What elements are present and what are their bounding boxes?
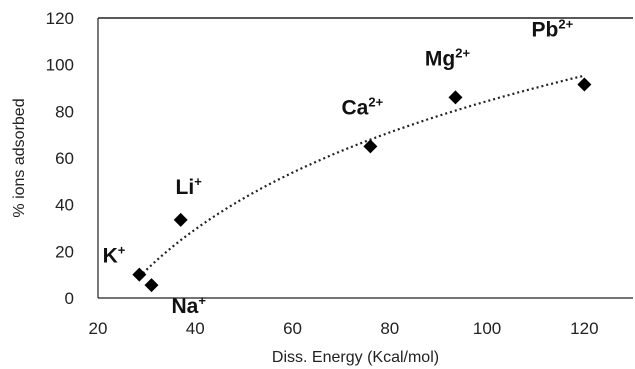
y-tick-label: 60 — [55, 149, 74, 168]
x-tick-label: 60 — [283, 319, 302, 338]
x-tick-label: 80 — [380, 319, 399, 338]
ion-labels: K+ Na+ Li+ Ca2+ Mg2+ Pb2+ — [103, 17, 574, 319]
x-tick-label: 40 — [186, 319, 205, 338]
data-point-mg — [448, 90, 463, 105]
ion-label-k: K+ — [103, 243, 126, 268]
trendline — [138, 74, 585, 278]
ion-label-mg: Mg2+ — [425, 45, 471, 70]
ion-label-na: Na+ — [172, 293, 207, 318]
y-tick-label: 120 — [46, 9, 74, 28]
ion-label-pb: Pb2+ — [532, 17, 574, 42]
data-point-pb — [577, 77, 592, 92]
x-tick-label: 100 — [473, 319, 501, 338]
x-tick-labels: 20 40 60 80 100 120 — [89, 319, 599, 338]
y-tick-label: 0 — [65, 289, 74, 308]
x-axis-title: Diss. Energy (Kcal/mol) — [272, 349, 439, 366]
data-points — [132, 77, 592, 293]
ion-label-ca: Ca2+ — [342, 94, 384, 119]
ion-label-li: Li+ — [176, 174, 203, 199]
y-tick-label: 100 — [46, 56, 74, 75]
y-tick-label: 80 — [55, 102, 74, 121]
data-point-na — [144, 278, 159, 293]
y-tick-label: 40 — [55, 196, 74, 215]
data-point-ca — [363, 139, 378, 154]
plot-frame — [97, 17, 633, 299]
x-tick-label: 120 — [570, 319, 598, 338]
y-tick-labels: 0 20 40 60 80 100 120 — [46, 9, 74, 308]
y-tick-label: 20 — [55, 242, 74, 261]
data-point-li — [173, 212, 188, 227]
y-axis-title: % ions adsorbed — [11, 98, 28, 217]
x-tick-label: 20 — [89, 319, 108, 338]
data-point-k — [132, 267, 147, 282]
